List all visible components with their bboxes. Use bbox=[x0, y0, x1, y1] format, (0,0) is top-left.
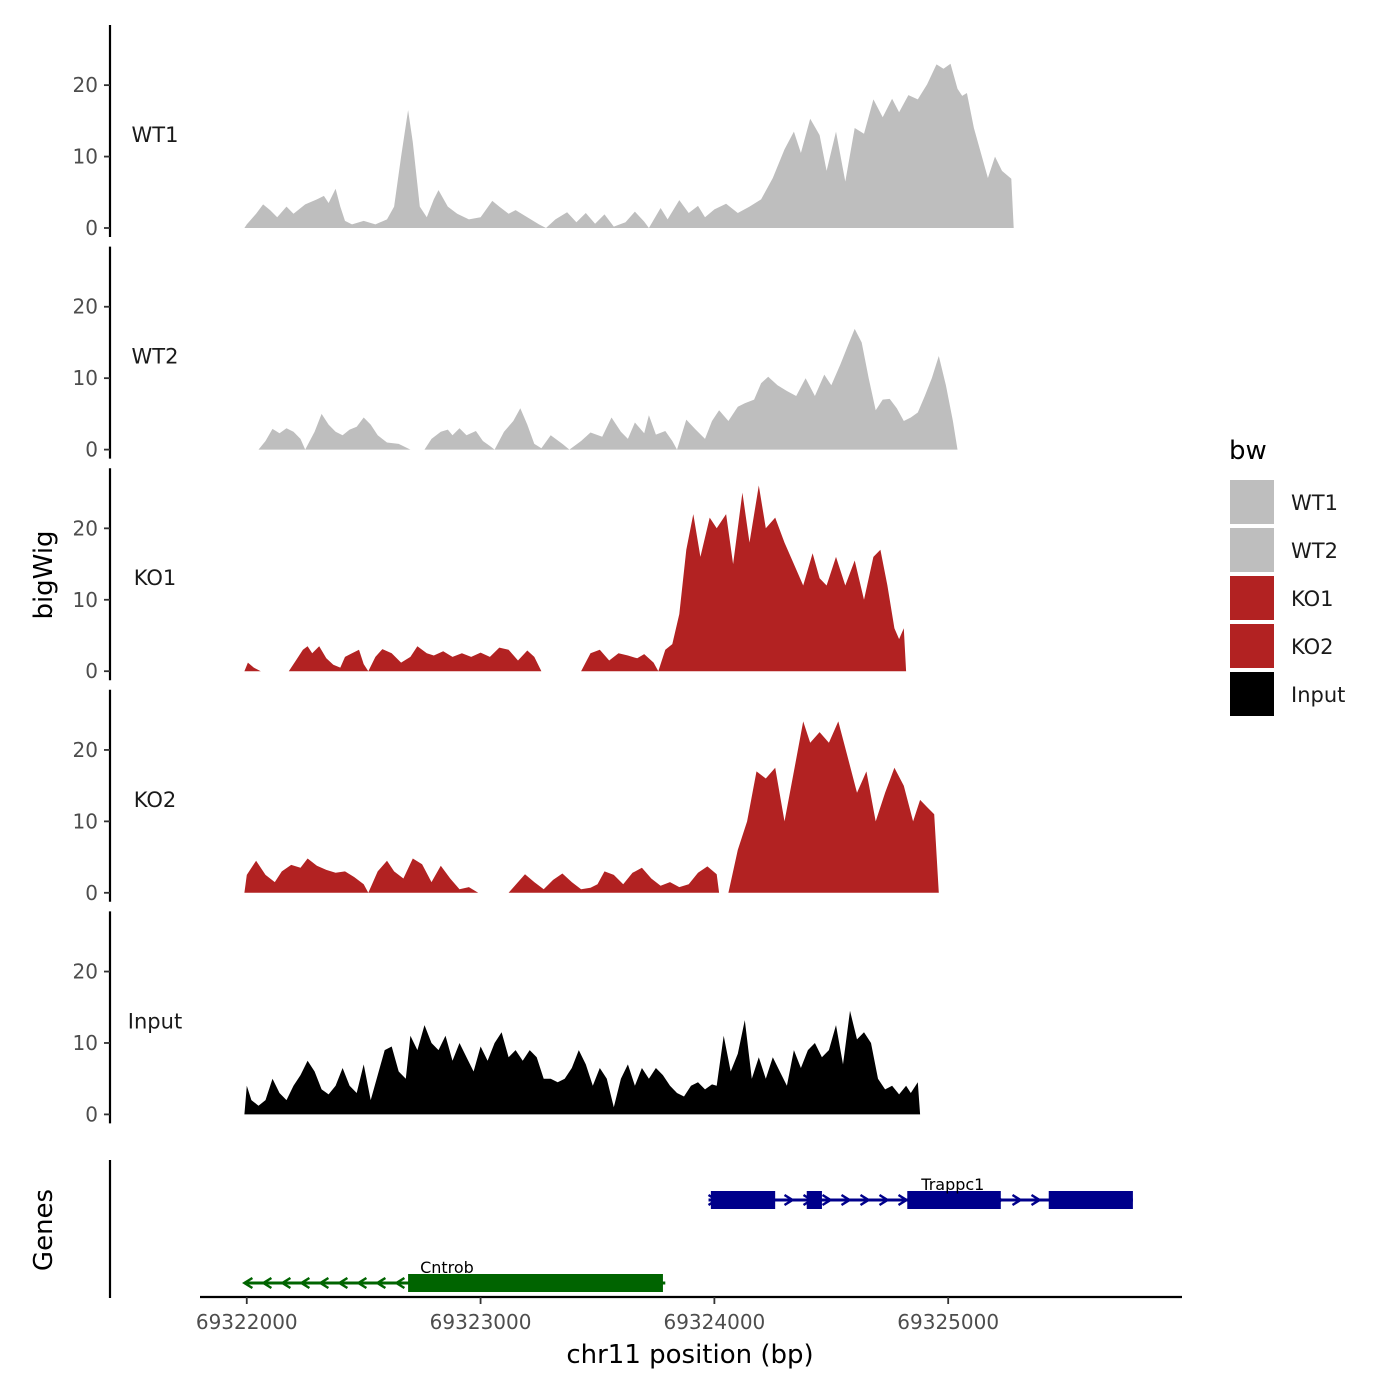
strand-arrow bbox=[394, 1276, 406, 1290]
area-ko1 bbox=[244, 485, 907, 672]
legend-label-ko1: KO1 bbox=[1291, 587, 1334, 611]
strand-arrow bbox=[318, 1276, 330, 1290]
area-wt2 bbox=[258, 328, 958, 450]
legend-key-ko2 bbox=[1230, 624, 1274, 668]
strand-arrow bbox=[299, 1276, 311, 1290]
legend-label-wt1: WT1 bbox=[1291, 491, 1338, 515]
strand-arrow bbox=[783, 1193, 795, 1207]
y-tick-label: 20 bbox=[73, 738, 98, 762]
legend-label-input: Input bbox=[1291, 683, 1345, 707]
area-input bbox=[244, 1010, 921, 1115]
x-tick-label: 69325000 bbox=[897, 1310, 999, 1334]
gene-exon bbox=[408, 1274, 663, 1292]
strand-arrow bbox=[375, 1276, 387, 1290]
strand-arrow bbox=[821, 1193, 833, 1207]
gene-label-trappc1: Trappc1 bbox=[920, 1175, 984, 1194]
track-ko2: 0 10 20 KO2 bbox=[73, 689, 939, 905]
area-ko2 bbox=[244, 721, 939, 893]
genes-axis-title: Genes bbox=[29, 1189, 59, 1271]
x-axis-title: chr11 position (bp) bbox=[566, 1340, 813, 1370]
strand-arrow bbox=[280, 1276, 292, 1290]
y-tick-label: 0 bbox=[85, 1102, 98, 1126]
area-wt1 bbox=[244, 63, 1014, 229]
strand-arrow bbox=[840, 1193, 852, 1207]
gene-track: Trappc1 Cntrob bbox=[108, 1160, 1133, 1298]
legend: bw WT1 WT2 KO1 KO2 Input bbox=[1229, 436, 1345, 716]
y-tick-label: 10 bbox=[73, 366, 98, 390]
gene-exon bbox=[710, 1191, 776, 1209]
gene-exon bbox=[907, 1191, 1001, 1209]
strand-arrow bbox=[878, 1193, 890, 1207]
track-label-ko1: KO1 bbox=[134, 566, 177, 590]
legend-key-wt1 bbox=[1230, 480, 1274, 524]
x-tick-label: 69323000 bbox=[430, 1310, 532, 1334]
track-label-wt2: WT2 bbox=[132, 345, 179, 369]
strand-arrow bbox=[1030, 1193, 1042, 1207]
track-wt2: 0 10 20 WT2 bbox=[73, 246, 958, 462]
strand-arrow bbox=[261, 1276, 273, 1290]
y-tick-label: 20 bbox=[73, 295, 98, 319]
gene-trappc1: Trappc1 bbox=[707, 1175, 1133, 1209]
gene-exon bbox=[806, 1191, 822, 1209]
strand-arrow bbox=[242, 1276, 254, 1290]
y-tick-label: 0 bbox=[85, 438, 98, 462]
y-tick-label: 0 bbox=[85, 216, 98, 240]
legend-title: bw bbox=[1229, 436, 1267, 466]
y-tick-label: 20 bbox=[73, 516, 98, 540]
legend-label-wt2: WT2 bbox=[1291, 539, 1338, 563]
strand-arrow bbox=[1011, 1193, 1023, 1207]
legend-key-ko1 bbox=[1230, 576, 1274, 620]
track-input: 0 10 20 Input bbox=[73, 911, 921, 1126]
track-wt1: 0 10 20 WT1 bbox=[73, 25, 1014, 240]
strand-arrow bbox=[897, 1193, 909, 1207]
track-label-input: Input bbox=[128, 1009, 182, 1033]
strand-arrow bbox=[356, 1276, 368, 1290]
bigwig-tracks: 0 10 20 WT1 0 10 20 WT2 0 10 20 KO1 0 10 20 KO2 0 10 20 Inp… bbox=[73, 25, 1014, 1126]
gene-label-cntrob: Cntrob bbox=[420, 1258, 474, 1277]
y-tick-label: 0 bbox=[85, 659, 98, 683]
x-tick-label: 69322000 bbox=[196, 1310, 298, 1334]
y-tick-label: 20 bbox=[73, 960, 98, 984]
y-tick-label: 10 bbox=[73, 588, 98, 612]
strand-arrow bbox=[859, 1193, 871, 1207]
legend-label-ko2: KO2 bbox=[1291, 635, 1334, 659]
track-label-wt1: WT1 bbox=[132, 123, 179, 147]
y-tick-label: 10 bbox=[73, 809, 98, 833]
track-label-ko2: KO2 bbox=[134, 788, 177, 812]
gene-cntrob: Cntrob bbox=[242, 1258, 666, 1292]
y-axis-title: bigWig bbox=[29, 530, 59, 619]
y-tick-label: 20 bbox=[73, 73, 98, 97]
y-tick-label: 10 bbox=[73, 145, 98, 169]
track-ko1: 0 10 20 KO1 bbox=[73, 468, 907, 683]
legend-key-input bbox=[1230, 672, 1274, 716]
legend-key-wt2 bbox=[1230, 528, 1274, 572]
x-axis: 69322000 69323000 69324000 69325000 bbox=[196, 1295, 1182, 1334]
y-tick-label: 10 bbox=[73, 1031, 98, 1055]
y-tick-label: 0 bbox=[85, 881, 98, 905]
gene-exon bbox=[1048, 1191, 1133, 1209]
x-tick-label: 69324000 bbox=[663, 1310, 765, 1334]
strand-arrow bbox=[337, 1276, 349, 1290]
